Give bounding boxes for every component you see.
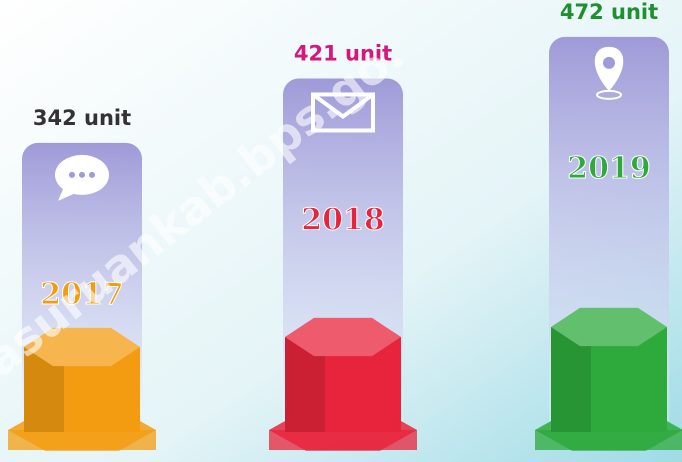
value-label: 342 unit — [33, 106, 131, 130]
year-label: 2019 — [567, 151, 651, 186]
value-label: 472 unit — [560, 0, 658, 24]
pedestal-base-side — [269, 430, 417, 450]
icon — [89, 172, 95, 178]
icon — [603, 57, 615, 69]
icon — [69, 172, 75, 178]
icon — [79, 172, 85, 178]
chart: 342 unit2017421 unit2018472 unit2019 //p… — [0, 0, 682, 462]
pedestal-base-side — [535, 430, 682, 450]
year-label: 2018 — [301, 202, 385, 237]
pedestal-base-side — [8, 430, 156, 450]
